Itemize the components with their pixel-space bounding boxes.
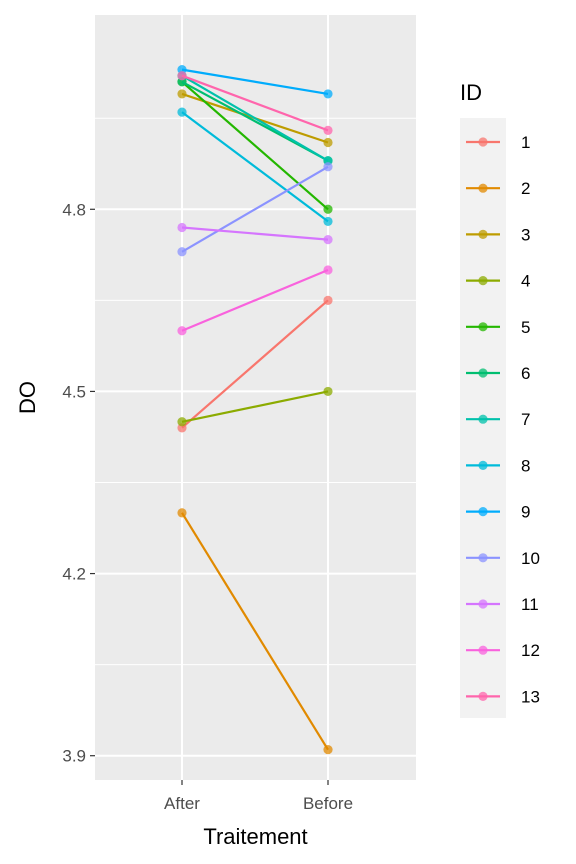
axes-layer: 3.9 4.2 4.5 4.8 After Before — [62, 200, 353, 813]
legend-key-point — [478, 183, 488, 193]
series-13 — [177, 71, 333, 135]
series-layer — [177, 65, 333, 755]
series-line — [181, 390, 329, 423]
legend-item-11: 11 — [466, 595, 539, 614]
legend-label: 4 — [521, 272, 530, 291]
legend-item-6: 6 — [466, 364, 530, 383]
x-axis-title: Traitement — [203, 824, 307, 849]
data-point — [323, 386, 333, 397]
legend-key-point — [478, 691, 488, 702]
legend-item-13: 13 — [466, 687, 540, 706]
legend-label: 9 — [521, 503, 530, 522]
data-point — [323, 137, 333, 148]
y-tick-label: 3.9 — [62, 747, 86, 766]
legend-label: 1 — [521, 133, 530, 152]
legend-title: ID — [460, 80, 482, 105]
series-line — [181, 268, 329, 332]
legend-key-point — [478, 368, 488, 378]
legend-item-2: 2 — [466, 179, 530, 198]
legend-key-point — [478, 322, 488, 332]
legend-item-9: 9 — [466, 503, 530, 522]
series-11 — [177, 222, 333, 245]
series-line — [181, 68, 329, 96]
data-point — [177, 71, 187, 81]
data-point — [323, 216, 333, 227]
data-point — [177, 508, 187, 518]
legend-item-12: 12 — [466, 641, 540, 660]
series-line — [181, 111, 329, 223]
legend-key-point — [478, 553, 488, 563]
legend-label: 12 — [521, 641, 540, 660]
legend-item-5: 5 — [466, 318, 530, 337]
series-line — [181, 226, 329, 241]
legend-item-7: 7 — [466, 410, 530, 429]
series-line — [181, 80, 329, 211]
y-tick-label: 4.8 — [62, 200, 86, 219]
legend-item-8: 8 — [466, 456, 530, 475]
series-line — [181, 74, 329, 162]
data-point — [177, 417, 187, 427]
legend-key-point — [478, 599, 488, 609]
legend-label: 3 — [521, 225, 530, 244]
x-tick-label: After — [164, 794, 200, 813]
data-point — [323, 265, 333, 275]
x-tick-label: Before — [303, 794, 353, 813]
data-point — [323, 162, 333, 172]
legend-item-4: 4 — [466, 272, 530, 291]
series-10 — [177, 162, 333, 257]
data-point — [323, 295, 333, 305]
legend-key-point — [478, 414, 488, 424]
legend-key-point — [478, 137, 488, 147]
legend-label: 13 — [521, 687, 540, 706]
data-point — [177, 247, 187, 257]
legend-item-10: 10 — [466, 549, 540, 568]
series-4 — [177, 386, 333, 427]
legend-label: 10 — [521, 549, 540, 568]
legend-label: 5 — [521, 318, 530, 337]
legend-key-point — [478, 276, 488, 286]
data-point — [323, 745, 333, 755]
data-point — [177, 89, 187, 99]
series-12 — [177, 265, 333, 336]
data-point — [323, 89, 333, 99]
y-tick-label: 4.2 — [62, 565, 86, 584]
data-point — [323, 204, 333, 214]
legend-label: 11 — [521, 595, 539, 614]
plot-panel — [95, 15, 416, 780]
series-line — [181, 512, 329, 751]
legend-key-point — [478, 460, 488, 470]
legend-label: 2 — [521, 179, 530, 198]
legend-key-point — [478, 645, 488, 655]
legend-item-3: 3 — [466, 225, 530, 244]
y-tick-label: 4.5 — [62, 382, 86, 401]
data-point — [323, 125, 333, 135]
series-2 — [177, 508, 333, 755]
data-point — [177, 326, 187, 336]
series-1 — [177, 295, 333, 433]
legend-label: 8 — [521, 456, 530, 475]
series-8 — [177, 107, 333, 227]
legend-label: 7 — [521, 410, 530, 429]
y-axis-title: DO — [15, 381, 40, 414]
series-line — [181, 299, 329, 429]
data-point — [323, 235, 333, 245]
legend-key-point — [478, 507, 488, 517]
legend-item-1: 1 — [466, 133, 530, 152]
legend-label: 6 — [521, 364, 530, 383]
series-line — [181, 74, 329, 132]
data-point — [177, 222, 187, 233]
data-point — [177, 107, 187, 117]
legend-key-point — [478, 229, 488, 239]
series-line — [181, 165, 329, 253]
